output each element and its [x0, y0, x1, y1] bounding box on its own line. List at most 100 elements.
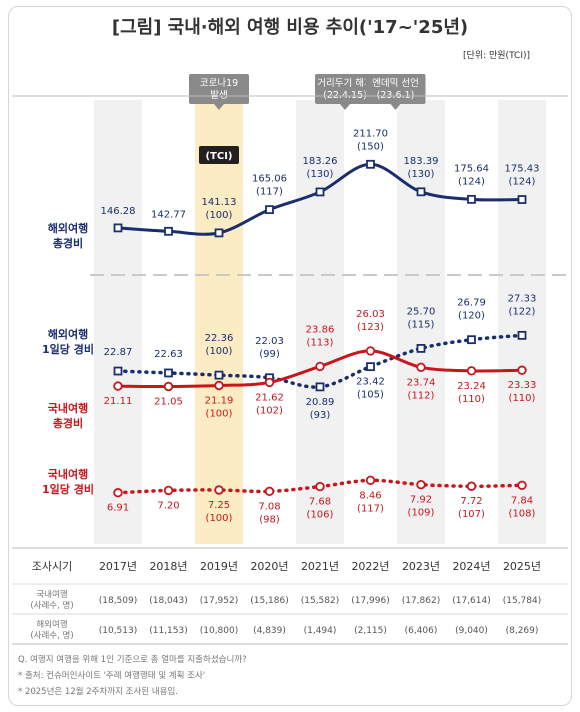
table-row-1-cell-7: (9,040) [455, 626, 488, 636]
table-row-1-cell-8: (8,269) [506, 626, 539, 636]
table-row-1-cell-2: (10,800) [200, 626, 239, 636]
series-2-tci-6: (112) [408, 390, 435, 401]
series-0-value-8: 175.43 [505, 164, 540, 175]
endemic-callout-line-0: 엔데믹 선언 [372, 77, 419, 89]
table-row-1-cell-4: (1,494) [304, 626, 337, 636]
table-row-1-cell-3: (4,839) [253, 626, 286, 636]
series-1-tci-3: (99) [259, 349, 280, 360]
series-2-tci-2: (100) [206, 409, 233, 420]
series-1-point-6 [416, 343, 426, 353]
series-0-tci-4: (130) [307, 169, 334, 180]
series-1-value-6: 25.70 [407, 306, 436, 317]
series-3-value-0: 6.91 [107, 503, 129, 514]
highlight-band-2 [195, 96, 243, 544]
series-label-1-line-0: 해외여행 [48, 327, 88, 341]
series-0-point-5 [366, 159, 375, 169]
series-1-tci-8: (122) [509, 306, 536, 317]
series-0-value-2: 141.13 [202, 197, 237, 208]
series-2-point-1 [163, 381, 174, 392]
series-1-value-0: 22.87 [104, 347, 133, 358]
table-row-1-cell-0: (10,513) [99, 626, 138, 636]
series-2-tci-5: (123) [357, 322, 384, 333]
series-3-tci-5: (117) [357, 503, 384, 514]
table-row-0-cell-3: (15,186) [250, 596, 289, 606]
series-2-tci-8: (110) [509, 393, 536, 404]
series-3-value-7: 7.72 [460, 496, 482, 507]
series-0-point-8 [517, 195, 527, 204]
tick-label-1: 2018년 [149, 560, 187, 573]
tick-label-7: 2024년 [452, 560, 490, 573]
series-2-point-6 [416, 362, 426, 372]
covid-callout-line-0: 코로나19 [200, 78, 238, 89]
series-0-value-3: 165.06 [252, 174, 287, 185]
series-1-value-7: 26.79 [457, 298, 486, 309]
column-band-4 [296, 100, 344, 544]
data-table: 조사시기 2017년 2018년 2019년 2020년 2021년 2022년 2023년 2… [30, 560, 541, 641]
series-3-value-8: 7.84 [511, 495, 533, 506]
series-3-tci-4: (106) [307, 510, 334, 521]
series-1-point-2 [214, 370, 224, 380]
series-3-point-0 [113, 488, 123, 498]
series-0-tci-3: (117) [256, 187, 283, 198]
series-2-value-6: 23.74 [407, 377, 436, 388]
table-row-1-cell-6: (6,406) [405, 626, 438, 636]
series-3-point-8 [517, 480, 527, 490]
series-1-point-1 [164, 368, 173, 378]
table-row-1-label-1: (사례수, 명) [30, 630, 73, 641]
series-0-tci-2: (100) [206, 210, 233, 221]
series-3-point-4 [315, 481, 325, 492]
series-0-tci-8: (124) [509, 177, 536, 188]
series-3-point-6 [416, 479, 426, 490]
tick-label-2: 2019년 [200, 560, 238, 573]
series-1-tci-7: (120) [458, 311, 485, 322]
table-row-1-label-0: 해외여행 [36, 619, 67, 630]
series-2-value-5: 26.03 [356, 309, 385, 320]
series-3-value-2: 7.25 [208, 500, 230, 511]
note-question: Q. 여행지 여행을 위해 1인 기준으로 총 얼마를 지출하셨습니까? [18, 654, 247, 665]
series-3-value-6: 7.92 [410, 495, 432, 506]
series-3-tci-7: (107) [458, 509, 485, 520]
series-2-value-7: 23.24 [457, 381, 486, 392]
series-2-value-8: 23.33 [508, 380, 537, 391]
tick-label-8: 2025년 [503, 560, 541, 573]
series-0-point-7 [467, 194, 476, 204]
endemic-callout-pointer [390, 104, 401, 110]
series-label-3-line-0: 국내여행 [48, 467, 88, 481]
series-label-2-line-1: 총경비 [53, 416, 83, 430]
table-row-0-cell-4: (15,582) [301, 596, 340, 606]
series-3-point-1 [163, 485, 174, 496]
table-row-0-label-1: (사례수, 명) [30, 600, 73, 611]
series-1-point-4 [315, 382, 325, 392]
series-3-point-2 [214, 485, 224, 495]
table-row-0-cell-6: (17,862) [402, 596, 441, 606]
distancing-callout-pointer [340, 104, 350, 110]
series-3-tci-6: (109) [408, 508, 435, 519]
series-0-point-0 [113, 223, 123, 233]
series-0-value-7: 175.64 [454, 163, 489, 174]
series-label-1-line-1: 1일당 경비 [42, 342, 94, 356]
series-2-point-0 [113, 381, 123, 391]
table-row-0-label-0: 국내여행 [36, 589, 67, 600]
covid-callout-pointer [214, 104, 224, 110]
series-2-tci-4: (113) [307, 337, 334, 348]
series-label-0-line-0: 해외여행 [48, 221, 88, 235]
series-1-value-2: 22.36 [205, 333, 234, 344]
series-0-value-6: 183.39 [404, 156, 439, 167]
column-bands [94, 96, 546, 544]
column-band-8 [498, 100, 546, 544]
series-3-point-7 [466, 481, 477, 491]
series-2-point-5 [365, 346, 376, 356]
series-1-value-1: 22.63 [154, 349, 183, 360]
series-2-value-1: 21.05 [154, 397, 183, 408]
series-1-value-8: 27.33 [508, 293, 537, 304]
series-1-point-0 [113, 366, 123, 376]
series-2-point-8 [517, 365, 527, 375]
series-3-tci-3: (98) [259, 514, 280, 525]
series-0-point-4 [315, 187, 325, 197]
table-row-0-cell-5: (17,996) [351, 596, 390, 606]
note-source: * 출처: 컨슈머인사이트 '주례 여행행태 및 계획 조사' [18, 670, 205, 681]
series-2-point-7 [466, 366, 477, 376]
table-header-label: 조사시기 [32, 560, 72, 573]
series-1-value-3: 22.03 [255, 336, 284, 347]
